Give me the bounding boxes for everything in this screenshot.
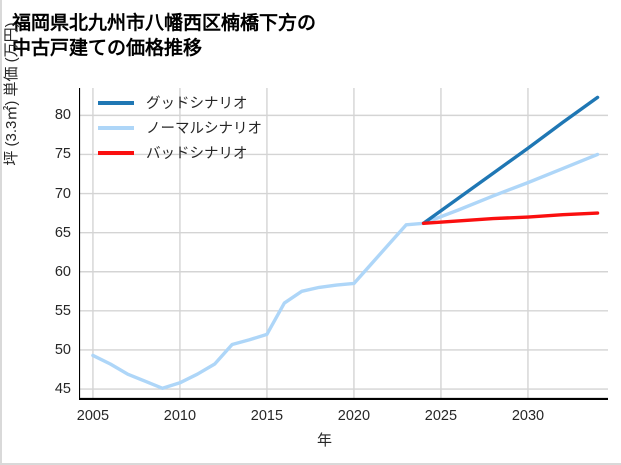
y-tick-label: 50 [54, 341, 71, 358]
gridlines [79, 88, 608, 400]
x-axis-label-text: 年 [316, 432, 332, 449]
series-line [91, 152, 600, 390]
x-tick-label: 2015 [250, 408, 284, 424]
legend-swatch-icon [98, 125, 134, 130]
y-tick-label: 80 [54, 107, 71, 124]
x-tick-label: 2010 [163, 408, 197, 424]
chart-canvas [79, 88, 608, 400]
plot-area [79, 88, 608, 400]
x-tick-label: 2020 [337, 408, 371, 424]
x-tick-label: 2030 [511, 408, 545, 424]
legend-label: バッドシナリオ [146, 146, 248, 162]
legend-item-good[interactable]: グッドシナリオ [98, 90, 328, 115]
series-line [421, 95, 600, 225]
legend-swatch-icon [98, 100, 134, 105]
x-tick-label: 2025 [424, 408, 458, 424]
data-series-group [91, 95, 600, 390]
y-tick-label: 70 [54, 185, 71, 202]
y-axis-label: 坪 (3.3㎡) 単価 (万円) [3, 22, 20, 166]
x-tick-label: 2005 [76, 408, 110, 424]
chart-title: 福岡県北九州市八幡西区楠橋下方の 中古戸建ての価格推移 [12, 13, 317, 60]
y-tick-label: 75 [54, 146, 71, 163]
legend-label: ノーマルシナリオ [146, 121, 262, 137]
series-line [421, 211, 600, 225]
chart-legend: グッドシナリオ ノーマルシナリオ バッドシナリオ [98, 90, 328, 165]
legend-swatch-icon [98, 150, 134, 155]
x-axis-label: 年 [2, 429, 621, 450]
y-tick-label: 55 [54, 302, 71, 319]
y-tick-label: 60 [54, 263, 71, 280]
legend-label: グッドシナリオ [146, 96, 248, 112]
legend-item-bad[interactable]: バッドシナリオ [98, 140, 328, 165]
y-tick-label: 65 [54, 224, 71, 241]
legend-item-normal[interactable]: ノーマルシナリオ [98, 115, 328, 140]
y-tick-label: 45 [54, 381, 71, 398]
